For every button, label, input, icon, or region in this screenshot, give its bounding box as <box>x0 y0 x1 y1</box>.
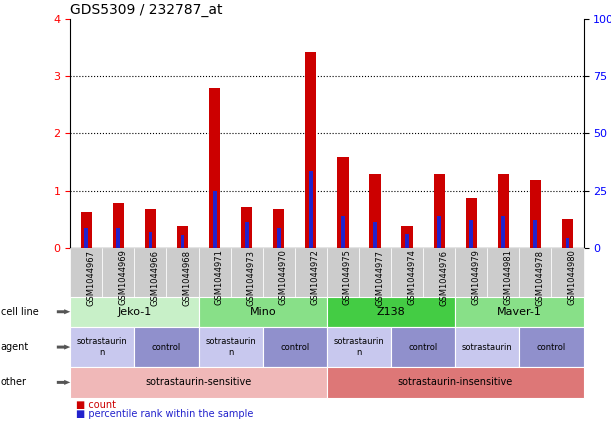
Text: GSM1044980: GSM1044980 <box>568 250 576 305</box>
Bar <box>437 217 441 248</box>
Text: sotrastaurin
n: sotrastaurin n <box>205 338 256 357</box>
Bar <box>498 173 509 248</box>
Bar <box>562 219 573 248</box>
Bar <box>306 52 316 248</box>
Bar <box>401 226 412 248</box>
Bar <box>533 220 537 248</box>
Text: ■ percentile rank within the sample: ■ percentile rank within the sample <box>76 409 254 419</box>
Text: GSM1044972: GSM1044972 <box>311 250 320 305</box>
Bar <box>81 212 92 248</box>
Text: GSM1044978: GSM1044978 <box>535 250 544 305</box>
Text: ■ count: ■ count <box>76 400 116 410</box>
Bar <box>148 232 152 248</box>
Text: control: control <box>152 343 181 352</box>
Text: GSM1044973: GSM1044973 <box>247 250 255 305</box>
Bar <box>469 220 473 248</box>
Bar <box>113 203 124 248</box>
Text: GSM1044968: GSM1044968 <box>183 250 191 305</box>
Bar <box>213 191 216 248</box>
Bar <box>84 228 88 248</box>
Bar <box>117 228 120 248</box>
Text: GSM1044971: GSM1044971 <box>214 250 224 305</box>
Bar <box>434 173 445 248</box>
Bar <box>309 170 313 248</box>
Bar <box>466 198 477 248</box>
Text: GSM1044976: GSM1044976 <box>439 250 448 305</box>
Bar <box>373 222 377 248</box>
Bar <box>341 217 345 248</box>
Text: Maver-1: Maver-1 <box>497 307 542 317</box>
Text: GSM1044970: GSM1044970 <box>279 250 288 305</box>
Text: GSM1044966: GSM1044966 <box>150 250 159 305</box>
Text: GSM1044974: GSM1044974 <box>407 250 416 305</box>
Text: sotrastaurin
n: sotrastaurin n <box>334 338 384 357</box>
Bar <box>181 235 185 248</box>
Text: GDS5309 / 232787_at: GDS5309 / 232787_at <box>70 3 223 16</box>
Text: GSM1044981: GSM1044981 <box>503 250 512 305</box>
Bar <box>273 209 284 248</box>
Text: GSM1044979: GSM1044979 <box>471 250 480 305</box>
Text: GSM1044975: GSM1044975 <box>343 250 352 305</box>
Bar <box>241 207 252 248</box>
Text: control: control <box>280 343 309 352</box>
Bar <box>370 173 381 248</box>
Bar <box>530 180 541 248</box>
Bar <box>209 88 220 248</box>
Text: other: other <box>1 377 27 387</box>
Bar <box>566 238 569 248</box>
Bar <box>337 157 348 248</box>
Bar <box>177 226 188 248</box>
Text: Z138: Z138 <box>376 307 406 317</box>
Text: GSM1044969: GSM1044969 <box>119 250 127 305</box>
Text: Jeko-1: Jeko-1 <box>117 307 152 317</box>
Text: agent: agent <box>1 342 29 352</box>
Bar <box>405 233 409 248</box>
Text: Mino: Mino <box>249 307 276 317</box>
Bar <box>145 209 156 248</box>
Bar <box>277 228 280 248</box>
Text: sotrastaurin-sensitive: sotrastaurin-sensitive <box>145 377 252 387</box>
Text: sotrastaurin-insensitive: sotrastaurin-insensitive <box>398 377 513 387</box>
Bar <box>502 217 505 248</box>
Text: sotrastaurin: sotrastaurin <box>462 343 513 352</box>
Text: GSM1044977: GSM1044977 <box>375 250 384 305</box>
Text: control: control <box>537 343 566 352</box>
Text: sotrastaurin
n: sotrastaurin n <box>77 338 128 357</box>
Bar <box>245 222 249 248</box>
Text: GSM1044967: GSM1044967 <box>86 250 95 305</box>
Text: control: control <box>409 343 437 352</box>
Text: cell line: cell line <box>1 307 38 317</box>
